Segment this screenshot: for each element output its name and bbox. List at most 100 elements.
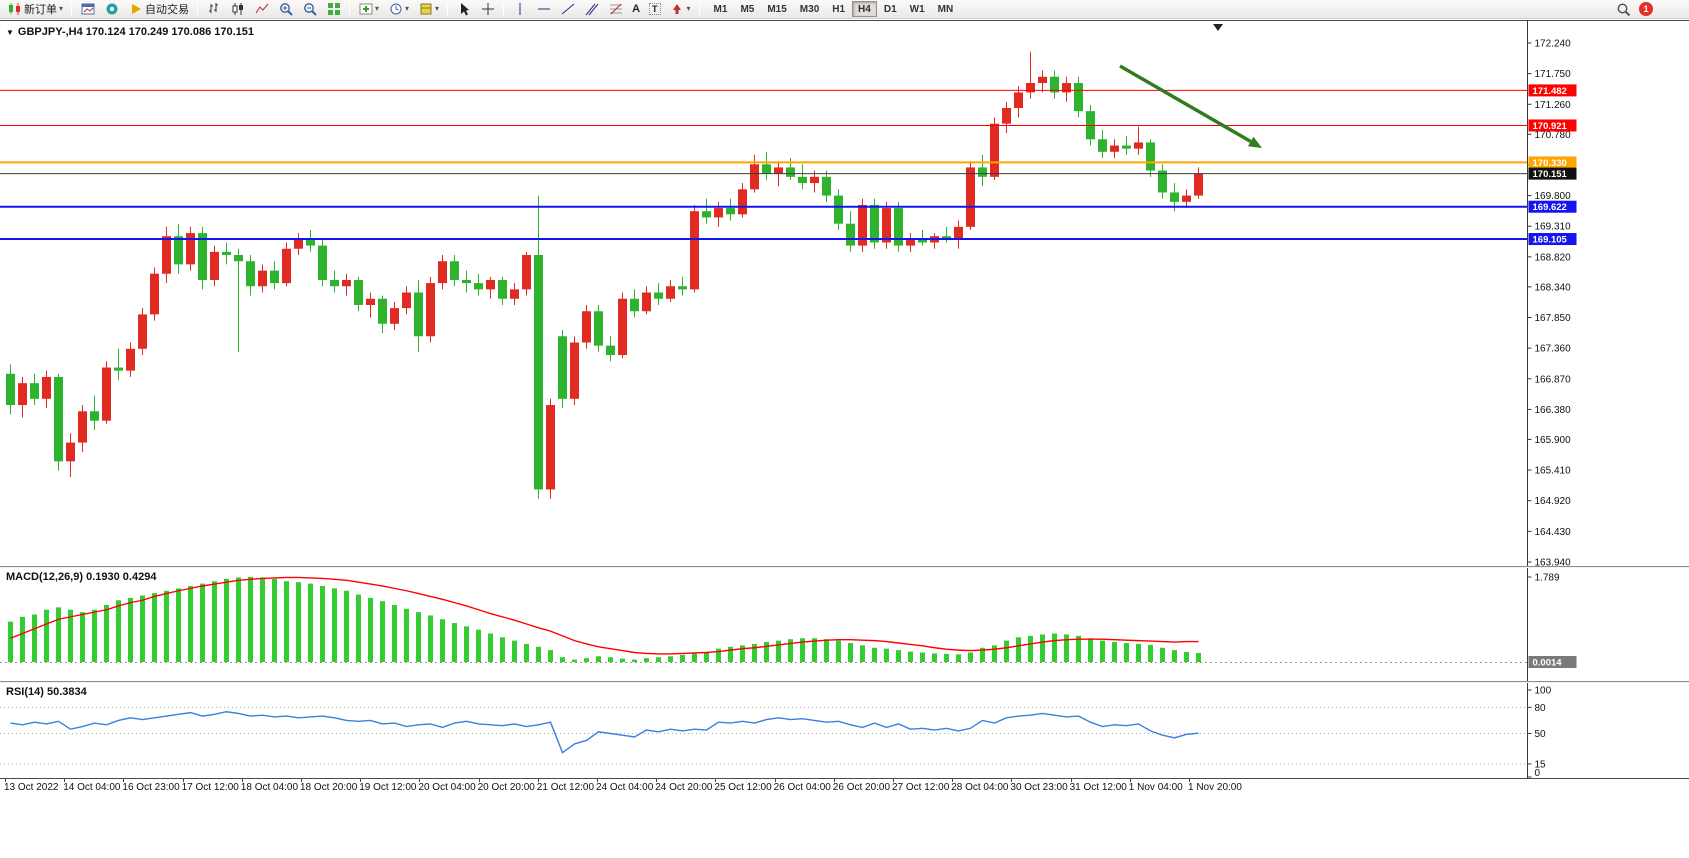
expert-advisor-icon	[104, 2, 119, 17]
notification-badge[interactable]: 1	[1639, 2, 1653, 16]
time-axis-label: 13 Oct 2022	[4, 782, 59, 793]
channel-icon	[584, 2, 599, 17]
svg-text:164.430: 164.430	[1535, 527, 1572, 538]
timeframe-button-m5[interactable]: M5	[740, 4, 755, 15]
price-chart-canvas[interactable]: 172.240171.750171.260170.780170.290169.8…	[0, 21, 1689, 568]
timeframe-button-h1[interactable]: H1	[832, 4, 846, 15]
svg-text:163.940: 163.940	[1535, 557, 1572, 566]
svg-text:171.482: 171.482	[1533, 86, 1567, 97]
pane-splitter[interactable]	[0, 566, 1689, 568]
timeframe-button-m15[interactable]: M15	[767, 4, 787, 15]
svg-text:170.151: 170.151	[1533, 169, 1568, 180]
rsi-name: RSI(14)	[6, 686, 44, 698]
time-axis-label: 17 Oct 12:00	[181, 782, 239, 793]
svg-text:166.870: 166.870	[1535, 374, 1572, 385]
crosshair-icon	[480, 2, 495, 17]
vertical-line-button[interactable]	[508, 1, 531, 18]
autotrading-label: 自动交易	[145, 4, 190, 16]
templates-button[interactable]: ▾	[414, 1, 443, 18]
cursor-icon	[456, 2, 471, 17]
pane-splitter[interactable]	[0, 681, 1689, 683]
cursor-button[interactable]	[452, 1, 475, 18]
chart-title: ▼ GBPJPY-,H4 170.124 170.249 170.086 170.…	[6, 26, 254, 38]
time-axis-label: 26 Oct 04:00	[773, 782, 831, 793]
text-label-tool-button[interactable]: T	[645, 1, 665, 18]
time-axis-tick	[715, 779, 717, 782]
time-axis-tick	[64, 779, 66, 782]
svg-text:172.240: 172.240	[1535, 39, 1572, 50]
zoom-out-button[interactable]	[298, 1, 321, 18]
macd-pane[interactable]: 1.789 0.0014 MACD(12,26,9) 0.1930 0.4294	[0, 568, 1689, 681]
time-axis-tick	[301, 779, 302, 782]
time-axis-tick	[1189, 779, 1190, 782]
arrows-tool-button[interactable]: ▾	[666, 1, 695, 18]
bar-chart-icon	[206, 2, 221, 17]
svg-text:167.360: 167.360	[1535, 344, 1572, 355]
trendline-button[interactable]	[556, 1, 579, 18]
charts-window-button[interactable]	[76, 1, 99, 18]
timeframe-button-mn[interactable]: MN	[937, 4, 954, 15]
candlestick-chart-button[interactable]	[226, 1, 249, 18]
expert-advisor-button[interactable]	[100, 1, 123, 18]
time-axis-label: 18 Oct 20:00	[300, 782, 358, 793]
macd-label: MACD(12,26,9) 0.1930 0.4294	[6, 571, 156, 583]
autotrading-button[interactable]: 自动交易	[124, 1, 193, 18]
line-chart-icon	[254, 2, 269, 17]
time-axis-label: 24 Oct 20:00	[655, 782, 713, 793]
channel-button[interactable]	[580, 1, 603, 18]
chevron-down-icon: ▾	[686, 4, 691, 13]
svg-text:171.750: 171.750	[1535, 69, 1572, 80]
rsi-pane[interactable]: 100 80 50 15 0 RSI(14) 50.3834	[0, 683, 1689, 779]
line-chart-button[interactable]	[250, 1, 273, 18]
macd-canvas[interactable]: 1.789 0.0014	[0, 568, 1689, 681]
fibonacci-button[interactable]	[604, 1, 627, 18]
timeframe-button-h4[interactable]: H4	[852, 1, 877, 17]
text-label-icon: T	[649, 3, 661, 15]
chart-symbol-period: GBPJPY-,H4	[17, 26, 83, 38]
horizontal-line-button[interactable]	[532, 1, 555, 18]
price-chart-pane[interactable]: 172.240171.750171.260170.780170.290169.8…	[0, 20, 1689, 568]
time-axis-label: 28 Oct 04:00	[951, 782, 1009, 793]
tile-windows-button[interactable]	[322, 1, 345, 18]
toolbar-separator	[447, 2, 449, 16]
svg-text:170.330: 170.330	[1533, 158, 1567, 169]
chevron-down-icon: ▾	[375, 4, 380, 13]
time-axis-label: 14 Oct 04:00	[63, 782, 121, 793]
svg-text:167.850: 167.850	[1535, 313, 1572, 324]
time-axis-label: 18 Oct 04:00	[240, 782, 299, 793]
svg-text:170.780: 170.780	[1535, 130, 1572, 141]
timeframe-button-w1[interactable]: W1	[909, 4, 925, 15]
rsi-label: RSI(14) 50.3834	[6, 686, 87, 698]
svg-text:15: 15	[1535, 759, 1547, 770]
toolbar-separator	[503, 2, 505, 16]
time-axis-label: 19 Oct 12:00	[359, 782, 417, 793]
new-order-button[interactable]: 新订单 ▾	[3, 1, 67, 18]
bar-chart-button[interactable]	[202, 1, 225, 18]
timeframe-button-m1[interactable]: M1	[713, 4, 728, 15]
search-icon[interactable]	[1616, 2, 1631, 17]
toolbar: 新订单 ▾ 自动交易	[0, 0, 1689, 19]
timeframe-button-m30[interactable]: M30	[799, 4, 820, 15]
time-axis-tick	[597, 779, 598, 782]
chart-ohlc-values: 170.124 170.249 170.086 170.151	[85, 26, 255, 38]
zoom-in-button[interactable]	[274, 1, 297, 18]
rsi-canvas[interactable]: 100 80 50 150	[0, 683, 1689, 779]
text-tool-button[interactable]: A	[628, 1, 644, 18]
time-axis[interactable]: 13 Oct 2022 14 Oct 04:00 16 Oct 23:00 17 Oc…	[0, 778, 1689, 796]
time-axis-tick	[182, 779, 184, 782]
time-axis-tick	[656, 779, 658, 782]
indicators-button[interactable]: ▾	[354, 1, 383, 18]
timeframe-button-d1[interactable]: D1	[883, 4, 897, 15]
time-axis-label: 27 Oct 12:00	[892, 782, 950, 793]
toolbar-separator	[698, 2, 700, 16]
chart-dropdown-icon[interactable]: ▼	[6, 28, 14, 37]
svg-text:80: 80	[1535, 703, 1547, 714]
text-tool-icon: A	[632, 3, 641, 15]
time-axis-tick	[419, 779, 421, 782]
new-order-label: 新订单	[24, 4, 57, 16]
svg-text:1.789: 1.789	[1535, 573, 1560, 584]
time-axis-label: 20 Oct 20:00	[477, 782, 535, 793]
chevron-down-icon: ▾	[405, 4, 410, 13]
crosshair-button[interactable]	[476, 1, 499, 18]
periods-button[interactable]: ▾	[384, 1, 413, 18]
